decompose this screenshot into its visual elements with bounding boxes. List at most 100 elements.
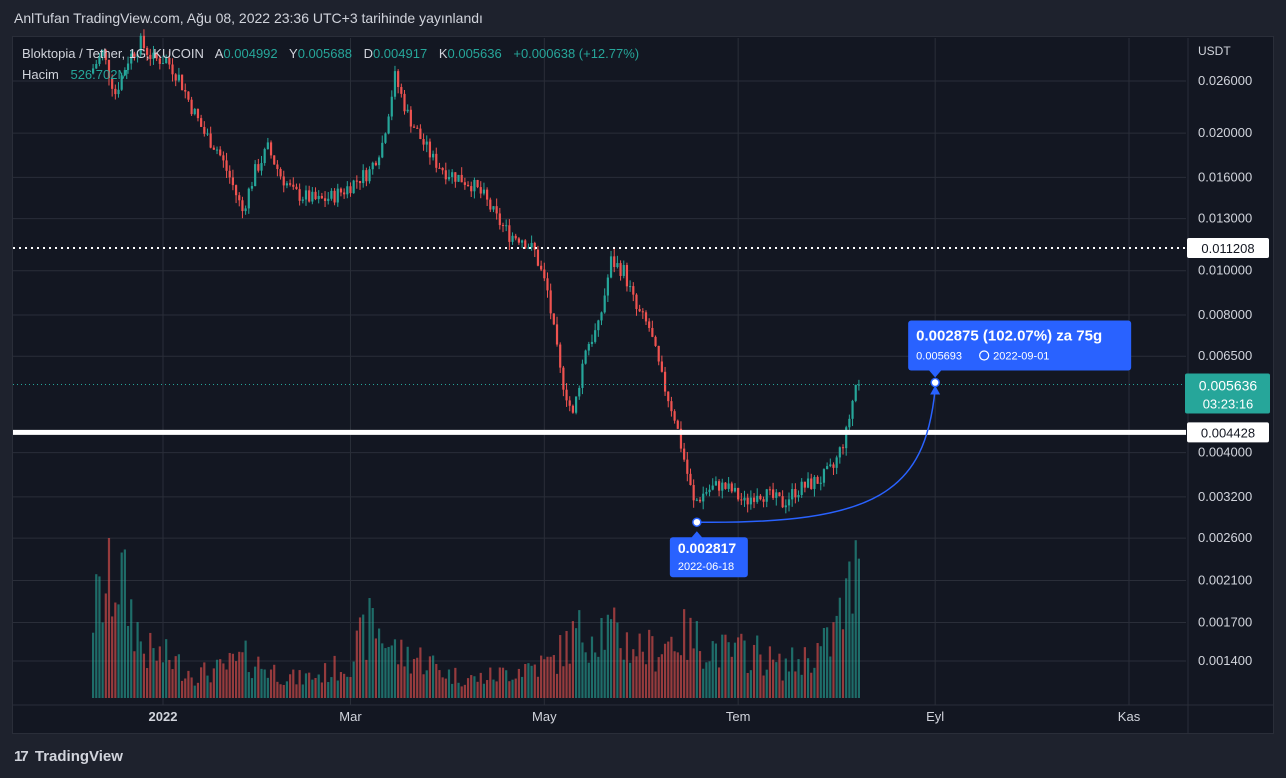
candle-body: [546, 278, 549, 291]
volume-bar: [568, 663, 571, 698]
legend-symbol: Bloktopia / Tether, 1G, KUCOIN: [22, 46, 204, 61]
candle-body: [698, 499, 702, 502]
volume-bar: [165, 639, 168, 698]
legend-low-label: D: [364, 46, 373, 61]
candle-body: [431, 153, 435, 158]
volume-bar: [533, 664, 536, 698]
x-tick-label: Eyl: [926, 709, 944, 724]
candle-body: [301, 199, 304, 201]
volume-bar: [686, 659, 689, 698]
projection-curve: [696, 388, 936, 523]
candle-body: [152, 52, 155, 59]
volume-bar: [540, 655, 543, 698]
price-axis[interactable]: USDT 0.026000 0.020000 0.016000 0.013000 0.01…: [1185, 38, 1270, 733]
low-point-dot: [692, 517, 702, 527]
volume-bar: [838, 597, 841, 698]
volume-bar: [482, 683, 486, 698]
volume-bar: [257, 656, 260, 698]
volume-bar: [584, 652, 587, 698]
volume-bar: [752, 644, 756, 698]
candle-body: [244, 208, 247, 212]
candle-body: [606, 277, 609, 296]
horizontal-lines[interactable]: [13, 247, 1186, 435]
candle-body: [527, 247, 530, 249]
candle-body: [854, 384, 857, 401]
volume-bar: [416, 657, 419, 698]
tradingview-logo[interactable]: 17 TradingView: [14, 748, 123, 765]
candle-body: [206, 133, 209, 135]
candle-body: [765, 489, 768, 502]
candle-body: [730, 483, 733, 492]
volume-bar: [762, 675, 765, 698]
candle-body: [695, 499, 698, 501]
volume-bar: [508, 681, 511, 698]
candle-body: [400, 87, 403, 94]
candle-body: [549, 290, 552, 314]
candle-body: [101, 50, 104, 57]
volume-bar: [193, 685, 196, 698]
candle-body: [422, 139, 425, 145]
target-price: 0.005693: [916, 351, 962, 363]
candle-body: [149, 54, 152, 59]
volume-bar: [784, 658, 787, 698]
volume-bar: [743, 640, 746, 698]
candle-body: [355, 180, 358, 182]
volume-bar: [552, 655, 555, 698]
volume-bar: [486, 680, 489, 698]
volume-bar: [702, 668, 705, 698]
volume-bar: [673, 651, 676, 698]
hline-price-label: 0.004428: [1201, 425, 1255, 440]
tradingview-brand: TradingView: [34, 748, 123, 765]
volume-bar: [419, 647, 422, 698]
volume-bar: [749, 670, 752, 698]
volume-bar: [816, 643, 819, 698]
volume-bar: [698, 651, 702, 698]
chart-frame[interactable]: [12, 36, 1274, 734]
volume-bar: [708, 661, 711, 698]
candle-body: [673, 411, 676, 421]
volume-bar: [803, 647, 806, 698]
volume-bar: [317, 674, 320, 698]
volume-bar: [635, 656, 638, 698]
volume-bar: [679, 655, 683, 698]
volume-bar: [438, 670, 441, 698]
candle-body: [708, 489, 711, 493]
volume-bar: [390, 645, 393, 698]
candle-body: [581, 363, 584, 388]
volume-bar: [146, 668, 149, 698]
candle-body: [727, 483, 730, 489]
volume-bar: [632, 649, 635, 698]
svg-text:Bloktopia / Tether, 1G, KUCOIN: Bloktopia / Tether, 1G, KUCOIN A0.004992…: [22, 46, 639, 61]
candle-body: [247, 188, 250, 209]
volume-bar: [622, 659, 625, 698]
candle-body: [222, 155, 225, 161]
candle-body: [737, 487, 740, 500]
candle-body: [667, 391, 670, 402]
volume-bar: [778, 653, 781, 698]
volume-bar: [273, 664, 276, 698]
volume-bar: [562, 666, 565, 698]
candle-body: [254, 164, 257, 187]
volume-bar: [180, 680, 184, 698]
volume-bar: [225, 669, 228, 698]
volume-bar: [606, 614, 609, 698]
volume-bar: [381, 643, 384, 698]
candle-body: [476, 179, 479, 188]
time-axis[interactable]: 2022 Mar May Tem Eyl Kas: [13, 704, 1273, 724]
volume-bar: [470, 675, 473, 698]
volume-bar: [117, 604, 120, 698]
target-label-pointer: [929, 370, 942, 378]
candle-body: [536, 249, 540, 266]
low-label-price: 0.002817: [678, 540, 737, 556]
candle-body: [444, 170, 447, 180]
candle-body: [234, 185, 238, 196]
volume-bar: [737, 637, 740, 698]
volume-bar: [123, 549, 126, 698]
measure-overlay[interactable]: 0.002817 2022-06-18 0.002875 (102.07%) za …: [669, 320, 1132, 578]
volume-bar: [279, 684, 282, 698]
volume-bar: [377, 628, 381, 698]
volume-bar: [241, 652, 244, 698]
candle-body: [327, 198, 330, 201]
candle-body: [285, 183, 289, 186]
